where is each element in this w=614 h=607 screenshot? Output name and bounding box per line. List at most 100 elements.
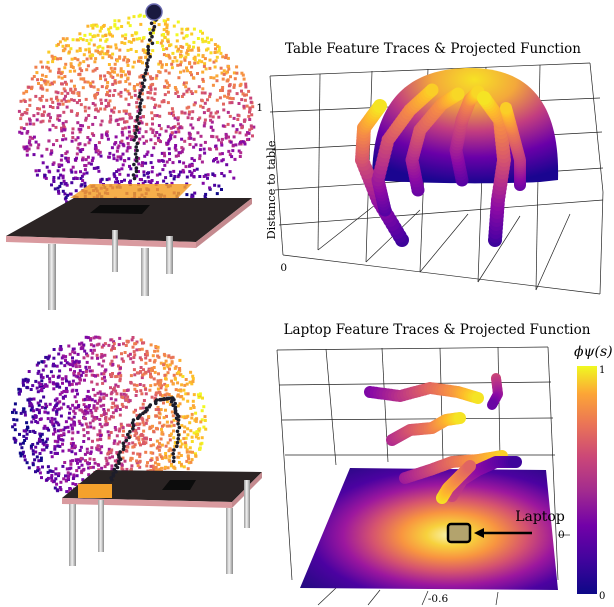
cloud-point (44, 75, 48, 78)
cloud-point (37, 459, 41, 463)
cloud-point (130, 464, 134, 468)
cloud-point (127, 442, 131, 446)
cloud-point (96, 401, 100, 405)
cloud-point (251, 134, 254, 138)
cloud-point (211, 83, 215, 87)
cloud-point (243, 119, 246, 123)
cloud-point (206, 109, 210, 112)
cloud-point (111, 346, 115, 350)
cloud-point (37, 169, 41, 173)
cloud-point (171, 414, 175, 418)
cloud-point (150, 111, 154, 115)
arm-point (112, 467, 117, 472)
arm-point (138, 108, 143, 112)
cloud-point (34, 470, 37, 474)
cloud-point (105, 459, 109, 463)
cloud-point (18, 130, 22, 134)
cloud-point (45, 374, 49, 378)
cloud-point (241, 73, 245, 77)
cloud-point (101, 56, 105, 60)
cloud-point (94, 149, 98, 153)
cloud-point (165, 54, 169, 58)
arm-point (169, 399, 174, 404)
cloud-point (142, 384, 146, 388)
cloud-point (25, 461, 29, 465)
cloud-point (194, 143, 198, 147)
cloud-point (203, 151, 207, 155)
cloud-point (47, 66, 51, 70)
cloud-point (22, 145, 26, 149)
cloud-point (247, 114, 251, 118)
cloud-point (132, 86, 136, 90)
cloud-point (76, 146, 80, 150)
cloud-point (113, 459, 117, 463)
cloud-point (51, 381, 55, 385)
cloud-point (103, 342, 107, 346)
cloud-point (86, 64, 90, 68)
cloud-point (106, 137, 110, 141)
cloud-point (39, 383, 43, 386)
cloud-point (135, 461, 139, 465)
cloud-point (188, 143, 192, 146)
arm-point (121, 441, 126, 446)
cloud-point (222, 174, 226, 178)
cloud-point (128, 134, 132, 138)
cloud-point (94, 144, 98, 147)
cloud-point (248, 128, 252, 132)
cloud-point (83, 33, 87, 37)
cloud-point (91, 80, 95, 84)
cloud-point (55, 482, 59, 486)
cloud-point (182, 170, 186, 174)
cloud-point (43, 175, 47, 179)
cloud-point (191, 374, 195, 378)
cloud-point (67, 99, 71, 103)
cloud-point (188, 446, 192, 450)
cloud-point (186, 433, 190, 437)
cloud-point (21, 381, 25, 385)
cloud-point (65, 82, 68, 86)
cloud-point (64, 156, 68, 160)
cloud-point (182, 161, 186, 165)
cloud-point (40, 476, 43, 480)
cloud-point (150, 170, 154, 174)
cloud-point (51, 100, 55, 104)
cloud-point (229, 140, 233, 144)
cloud-point (161, 168, 165, 172)
cloud-point (78, 148, 82, 152)
cloud-point (112, 110, 116, 114)
cloud-point (206, 47, 210, 51)
cloud-point (56, 375, 60, 379)
cloud-point (19, 411, 23, 415)
cloud-point (34, 169, 38, 173)
cloud-point (95, 343, 99, 347)
cloud-point (113, 89, 117, 92)
cloud-point (96, 109, 100, 113)
cloud-point (133, 158, 137, 162)
cloud-point (177, 151, 181, 155)
cloud-point (214, 144, 218, 148)
cloud-point (77, 127, 81, 131)
cloud-point (97, 362, 101, 366)
trace-point (477, 91, 491, 105)
cloud-point (24, 429, 28, 433)
cloud-point (186, 392, 190, 396)
cloud-point (124, 344, 128, 347)
cloud-point (142, 429, 146, 433)
cloud-point (28, 404, 32, 408)
cloud-point (132, 15, 136, 19)
cloud-point (88, 365, 91, 369)
cloud-point (91, 69, 95, 73)
cloud-point (149, 77, 153, 81)
cloud-point (145, 464, 149, 468)
cloud-point (180, 95, 184, 98)
cloud-point (190, 65, 194, 69)
cloud-point (25, 153, 29, 157)
cloud-point (97, 141, 101, 145)
cloud-point (48, 170, 52, 174)
cloud-point (50, 419, 54, 423)
cloud-point (125, 449, 129, 453)
cloud-point (155, 74, 159, 78)
cloud-point (176, 404, 180, 408)
cloud-point (77, 360, 81, 364)
cloud-point (196, 433, 200, 436)
